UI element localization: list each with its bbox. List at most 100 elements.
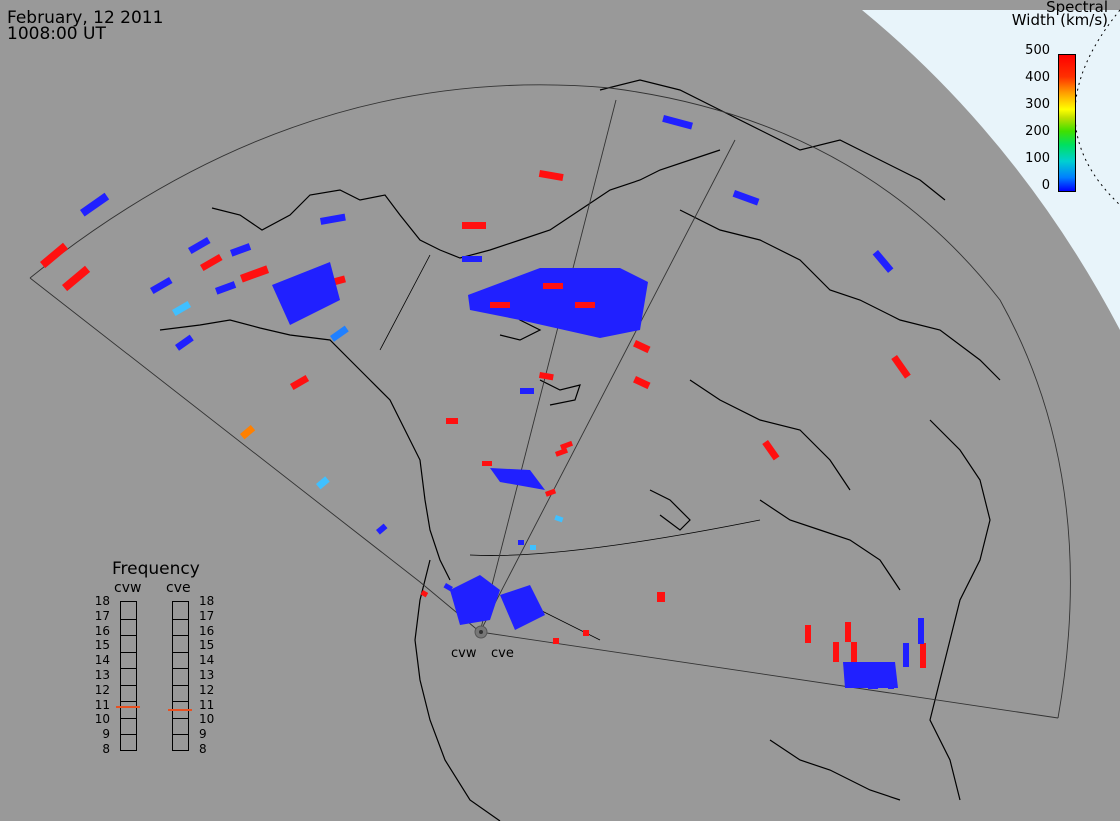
echo-cell xyxy=(732,190,760,206)
echo-cell xyxy=(868,665,878,689)
echo-cell xyxy=(172,301,192,317)
frequency-tick: 14 xyxy=(199,653,215,668)
echo-cell xyxy=(845,622,851,642)
echo-cell xyxy=(633,340,651,354)
echo-cell xyxy=(851,642,857,662)
colorbar xyxy=(1058,54,1076,192)
echo-cell xyxy=(538,372,554,381)
frequency-tick: 9 xyxy=(199,727,207,742)
colorbar-tick: 400 xyxy=(1025,70,1050,85)
frequency-tick: 8 xyxy=(102,742,110,756)
echo-cell xyxy=(290,375,310,391)
echo-cell xyxy=(446,418,458,424)
site-cvw-label: cvw xyxy=(451,646,477,661)
cve-frequency-scale xyxy=(172,601,189,751)
echo-cell xyxy=(240,425,256,440)
echo-cell xyxy=(376,523,388,535)
echo-cell xyxy=(891,355,911,379)
echo-cell xyxy=(543,283,563,289)
echo-cell xyxy=(918,618,924,644)
echo-cell xyxy=(200,254,223,272)
colorbar-tick: 500 xyxy=(1025,43,1050,58)
cvw-frequency-scale xyxy=(120,601,137,751)
date-label: February, 12 2011 xyxy=(7,8,164,28)
echo-cell xyxy=(662,115,693,130)
echo-cell xyxy=(538,170,564,182)
frequency-tick: 12 xyxy=(94,682,110,697)
frequency-tick: 10 xyxy=(94,712,110,727)
echo-cell xyxy=(518,540,524,545)
echo-cell xyxy=(554,515,564,523)
echo-cell xyxy=(230,243,252,257)
echo-cell xyxy=(920,643,926,668)
echo-cell xyxy=(80,192,110,217)
echo-cell xyxy=(762,440,780,461)
echo-cell xyxy=(215,281,237,295)
echo-region xyxy=(272,262,340,325)
colorbar-title-line2: Width (km/s) xyxy=(1011,11,1108,29)
echo-cell xyxy=(888,665,894,689)
frequency-tick: 17 xyxy=(94,608,110,623)
frequency-tick: 13 xyxy=(94,668,110,682)
echo-cell xyxy=(150,277,173,295)
frequency-tick: 10 xyxy=(199,712,215,727)
colorbar-tick: 300 xyxy=(1025,97,1050,112)
echo-region xyxy=(450,575,500,625)
echo-cell xyxy=(903,643,909,667)
echo-region xyxy=(490,468,545,490)
echo-cell xyxy=(420,590,429,598)
echo-cell xyxy=(175,334,194,351)
echo-cell xyxy=(657,592,665,602)
frequency-tick: 15 xyxy=(199,638,215,653)
polar-region xyxy=(862,10,1120,330)
echo-cell xyxy=(530,545,536,550)
frequency-tick: 13 xyxy=(199,668,215,682)
site-cve-label: cve xyxy=(491,646,514,661)
echo-cell xyxy=(330,325,349,342)
echo-cell xyxy=(39,242,69,269)
echo-cell xyxy=(560,440,573,450)
frequency-tick: 18 xyxy=(94,594,110,608)
colorbar-title-line1: Spectral xyxy=(1046,0,1108,16)
frequency-tick: 16 xyxy=(199,623,215,638)
echo-cell xyxy=(62,265,91,292)
frequency-tick: 14 xyxy=(94,653,110,668)
echo-cell xyxy=(633,375,651,390)
frequency-tick: 11 xyxy=(94,697,110,712)
frequency-tick: 17 xyxy=(199,608,215,623)
frequency-tick: 8 xyxy=(199,742,207,756)
radar-echoes xyxy=(39,115,926,689)
frequency-title: Frequency xyxy=(112,559,200,579)
frequency-tick: 9 xyxy=(102,727,110,742)
frequency-tick: 18 xyxy=(199,594,215,608)
echo-cell xyxy=(583,630,589,636)
echo-cell xyxy=(316,476,330,490)
frequency-tick: 15 xyxy=(94,638,110,653)
echo-cell xyxy=(462,256,482,262)
echo-cell xyxy=(545,488,557,497)
echo-cell xyxy=(555,447,568,457)
echo-cell xyxy=(490,302,510,308)
cvw-label: cvw xyxy=(114,580,142,596)
coastlines xyxy=(159,79,1001,821)
echo-region xyxy=(468,268,648,338)
echo-cell xyxy=(575,302,595,308)
echo-cell xyxy=(443,583,453,592)
frequency-tick: 11 xyxy=(199,697,215,712)
echo-cell xyxy=(240,265,270,283)
echo-cell xyxy=(833,642,839,662)
echo-cell xyxy=(872,250,894,273)
echo-cell xyxy=(553,638,559,644)
echo-cell xyxy=(482,461,492,466)
cve-label: cve xyxy=(166,580,191,596)
echo-cell xyxy=(462,222,486,229)
echo-cell xyxy=(805,625,811,643)
echo-cell xyxy=(187,237,211,255)
colorbar-tick: 100 xyxy=(1025,151,1050,166)
echo-cell xyxy=(320,213,346,225)
frequency-tick: 12 xyxy=(199,682,215,697)
echo-cell xyxy=(520,388,534,394)
time-label: 1008:00 UT xyxy=(7,24,106,44)
frequency-tick: 16 xyxy=(94,623,110,638)
